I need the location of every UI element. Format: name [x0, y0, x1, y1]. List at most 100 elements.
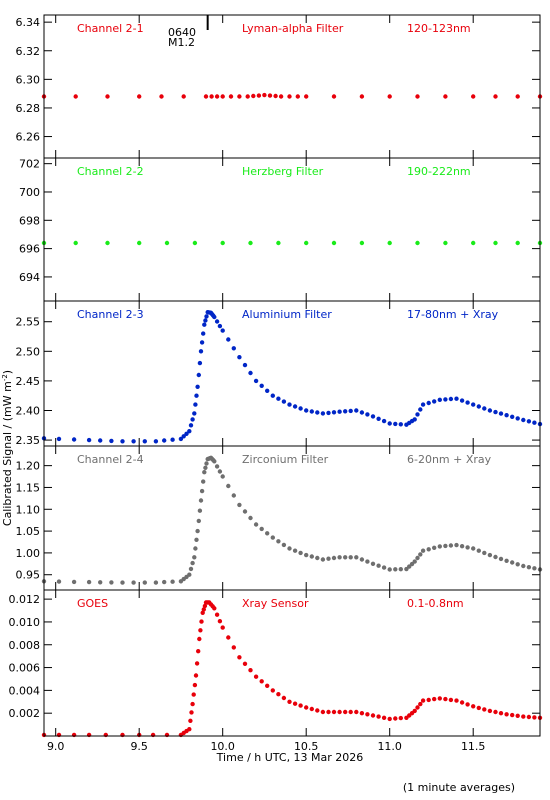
data-point	[226, 635, 231, 640]
data-point	[359, 94, 365, 99]
x-tick-label: 10.5	[294, 740, 319, 753]
data-point	[196, 372, 202, 378]
data-point	[181, 434, 186, 439]
data-point	[465, 545, 470, 550]
data-point	[521, 563, 526, 569]
data-point	[354, 408, 359, 413]
panel: 0.002 0.004 0.006 0.008 0.010 0.012 GOES Xray S…	[9, 589, 543, 738]
data-point	[510, 414, 515, 419]
y-tick-label: 698	[19, 214, 40, 227]
wavelength-band: 190-222nm	[407, 165, 471, 178]
channel-name: Channel 2-1	[77, 22, 144, 35]
data-point	[276, 539, 281, 544]
data-point	[212, 459, 217, 464]
data-point	[365, 559, 370, 564]
data-point	[348, 709, 353, 715]
data-point	[418, 701, 423, 707]
wavelength-band: 120-123nm	[407, 22, 471, 35]
data-point	[412, 417, 417, 422]
data-point	[398, 422, 403, 427]
data-point	[162, 438, 167, 443]
panels: 6.26 6.28 6.30 6.32 6.34 Channel 2-1 Lyman-alp…	[9, 14, 543, 753]
data-point	[454, 542, 459, 548]
data-point	[482, 707, 487, 712]
data-point	[487, 552, 493, 558]
wavelength-band: 17-80nm + Xray	[407, 308, 499, 321]
data-point	[304, 552, 309, 558]
data-point	[220, 328, 225, 333]
data-point	[309, 554, 314, 559]
data-point	[521, 714, 526, 719]
data-point	[71, 437, 77, 442]
data-point	[407, 713, 412, 718]
data-point	[426, 547, 431, 552]
panel-frame	[43, 14, 541, 159]
y-tick-label: 0.002	[9, 707, 41, 720]
data-point	[337, 409, 342, 414]
data-point	[437, 544, 442, 549]
data-point	[273, 93, 278, 99]
data-point	[267, 93, 273, 98]
data-point	[381, 565, 387, 570]
data-point	[376, 563, 381, 568]
data-point	[359, 240, 365, 246]
data-point	[298, 550, 303, 556]
y-tick-label: 1.00	[16, 547, 41, 560]
x-tick-label: 11.0	[377, 740, 402, 753]
data-point	[231, 645, 237, 650]
series-points	[41, 455, 543, 585]
x-tick-label: 10.0	[210, 740, 235, 753]
data-point	[432, 399, 437, 404]
data-point	[454, 698, 459, 703]
data-point	[212, 606, 217, 611]
data-point	[201, 479, 206, 484]
data-point	[120, 580, 125, 585]
data-point	[471, 240, 476, 246]
data-point	[487, 708, 493, 714]
data-point	[471, 94, 476, 99]
y-axis-title: Calibrated Signal / (mW m-2)	[1, 370, 14, 526]
data-point	[212, 314, 217, 320]
y-tick-label: 0.012	[9, 593, 41, 606]
data-point	[420, 548, 426, 553]
data-point	[226, 337, 231, 342]
data-point	[359, 557, 365, 562]
data-point	[204, 314, 209, 319]
data-point	[217, 469, 223, 474]
data-point	[532, 420, 537, 425]
data-point	[71, 579, 77, 585]
data-point	[465, 702, 470, 707]
data-point	[137, 94, 142, 99]
data-point	[231, 493, 237, 498]
y-axis-label: Calibrated Signal / (mW m	[1, 381, 14, 526]
data-point	[415, 94, 420, 99]
data-point	[120, 439, 125, 444]
data-point	[237, 502, 242, 508]
data-point	[245, 94, 250, 99]
data-point	[202, 322, 207, 327]
data-point	[409, 711, 415, 716]
data-point	[109, 580, 114, 585]
data-point	[204, 461, 209, 466]
data-point	[199, 340, 205, 345]
y-tick-label: 696	[19, 243, 40, 256]
data-point	[409, 561, 415, 567]
data-point	[498, 711, 504, 716]
data-point	[493, 409, 498, 415]
data-point	[393, 716, 398, 721]
data-point	[226, 483, 231, 489]
data-point	[253, 378, 259, 384]
data-point	[398, 567, 403, 572]
series-points	[41, 310, 543, 444]
data-point	[376, 416, 381, 421]
data-point	[448, 697, 454, 703]
data-point	[159, 94, 164, 99]
y-tick-label: 700	[19, 186, 40, 199]
data-point	[331, 240, 337, 246]
data-point	[343, 409, 348, 414]
data-point	[270, 393, 275, 398]
data-point	[265, 531, 270, 536]
data-point	[526, 565, 532, 570]
y-tick-label: 2.40	[16, 404, 41, 417]
